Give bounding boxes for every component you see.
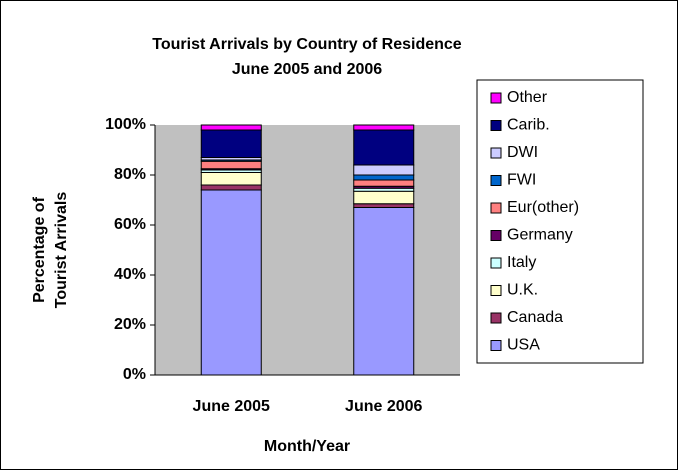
bar-segment: [353, 179, 415, 187]
legend-label: U.K.: [507, 282, 538, 299]
y-tick-label: 80%: [114, 166, 146, 183]
legend-label: USA: [507, 337, 540, 354]
bar-segment: [200, 189, 262, 376]
chart-title: June 2005 and 2006: [232, 61, 382, 78]
legend-label: Other: [507, 89, 548, 106]
x-tick-label: June 2005: [193, 398, 270, 415]
y-axis-title: Percentage of: [31, 196, 48, 302]
y-tick-label: 100%: [105, 116, 146, 133]
legend-label: Canada: [507, 309, 563, 326]
chart-title: Tourist Arrivals by Country of Residence: [152, 36, 462, 53]
legend-label: FWI: [507, 172, 536, 189]
bar-segment: [353, 124, 415, 131]
legend: [476, 79, 644, 364]
bar-segment: [353, 190, 415, 205]
y-tick-label: 60%: [114, 216, 146, 233]
legend-swatch: [490, 230, 502, 241]
legend-swatch: [490, 120, 502, 131]
legend-swatch: [490, 147, 502, 159]
bar-segment: [353, 174, 415, 181]
x-axis-title: Month/Year: [264, 438, 350, 455]
legend-swatch: [490, 175, 502, 186]
x-tick-label: June 2006: [345, 398, 422, 415]
legend-swatch: [490, 202, 502, 214]
legend-swatch: [490, 92, 502, 104]
bar-segment: [353, 207, 415, 376]
legend-swatch: [490, 285, 502, 296]
bar-segment: [353, 164, 415, 176]
legend-label: Germany: [507, 227, 573, 244]
bar-segment: [353, 203, 415, 208]
legend-swatch: [490, 312, 502, 324]
y-tick-label: 0%: [123, 366, 146, 383]
y-axis-title: Tourist Arrivals: [53, 192, 70, 309]
legend-swatch: [490, 257, 502, 269]
bar-segment: [353, 129, 415, 166]
legend-label: Italy: [507, 254, 536, 271]
bar-segment: [200, 129, 262, 158]
legend-swatch: [490, 340, 502, 351]
bar-segment: [200, 172, 262, 186]
bar-segment: [200, 184, 262, 191]
bar-segment: [200, 160, 262, 170]
bar-segment: [200, 124, 262, 131]
legend-label: Eur(other): [507, 199, 579, 216]
y-tick-label: 20%: [114, 316, 146, 333]
legend-label: DWI: [507, 144, 538, 161]
legend-label: Carib.: [507, 117, 550, 134]
y-tick-label: 40%: [114, 266, 146, 283]
